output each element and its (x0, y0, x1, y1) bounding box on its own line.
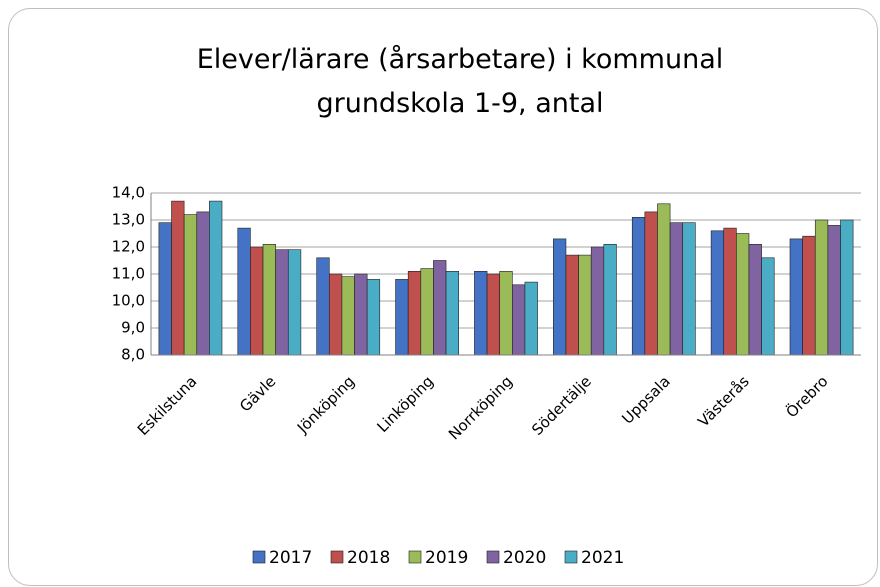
y-tick-label: 14,0 (112, 184, 145, 202)
bar (789, 238, 803, 356)
bar (262, 244, 276, 356)
x-tick-label: Västerås (694, 372, 752, 430)
legend-swatch (564, 550, 578, 564)
bar (420, 268, 434, 356)
bar (578, 254, 592, 356)
bar (723, 227, 737, 356)
bar (710, 230, 725, 356)
y-tick-label: 9,0 (121, 319, 145, 337)
x-tick-label: Norrköping (445, 372, 516, 443)
y-tick-label: 10,0 (112, 292, 145, 310)
legend-swatch (330, 550, 344, 564)
bar (287, 249, 302, 356)
bar (553, 238, 567, 356)
bar (316, 257, 330, 356)
bar (433, 260, 447, 356)
legend-swatch (486, 550, 500, 564)
bar (366, 279, 381, 356)
bar (802, 235, 816, 356)
y-tick-label: 11,0 (112, 265, 145, 283)
bar (395, 279, 409, 356)
bar (827, 225, 841, 356)
x-tick-label: Uppsala (618, 372, 673, 427)
bar (603, 244, 617, 356)
bar (565, 254, 579, 356)
bar (474, 270, 488, 356)
bar (590, 246, 605, 356)
bar (275, 249, 289, 356)
bar (171, 200, 185, 356)
bar (407, 270, 422, 356)
x-tick-label: Gävle (236, 372, 279, 415)
bar (748, 244, 762, 356)
bar (814, 219, 829, 356)
y-tick-label: 13,0 (112, 211, 145, 229)
legend-swatch (252, 550, 266, 564)
bar (354, 273, 368, 356)
x-tick-label: Örebro (782, 372, 832, 422)
bar (237, 227, 251, 356)
bar (644, 211, 658, 356)
bar (196, 211, 210, 356)
bar (328, 273, 343, 356)
bar (631, 217, 646, 356)
bar (736, 233, 750, 356)
bar (183, 214, 198, 356)
legend-label: 2019 (425, 548, 468, 568)
bar (250, 246, 264, 356)
legend-label: 2018 (347, 548, 390, 568)
bar (158, 222, 172, 356)
legend-label: 2017 (269, 548, 312, 568)
x-tick-label: Jönköping (293, 372, 358, 437)
bar (512, 284, 526, 356)
y-tick-label: 12,0 (112, 238, 145, 256)
bar (524, 281, 538, 356)
bar (761, 257, 775, 356)
bar (445, 270, 459, 356)
bar (341, 276, 355, 356)
x-tick-label: Södertälje (528, 372, 595, 439)
y-tick-label: 8,0 (121, 346, 145, 364)
bar (209, 200, 223, 356)
x-tick-label: Eskilstuna (134, 372, 201, 439)
bar (499, 270, 513, 356)
bar (669, 222, 684, 356)
x-tick-label: Linköping (373, 372, 437, 436)
bar (657, 203, 671, 356)
legend-swatch (408, 550, 422, 564)
legend-label: 2020 (503, 548, 546, 568)
legend-label: 2021 (581, 548, 624, 568)
bar (840, 219, 854, 356)
bar (486, 273, 500, 356)
bar (682, 222, 696, 356)
chart-title: Elever/lärare (årsarbetare) i kommunal g… (196, 44, 724, 119)
